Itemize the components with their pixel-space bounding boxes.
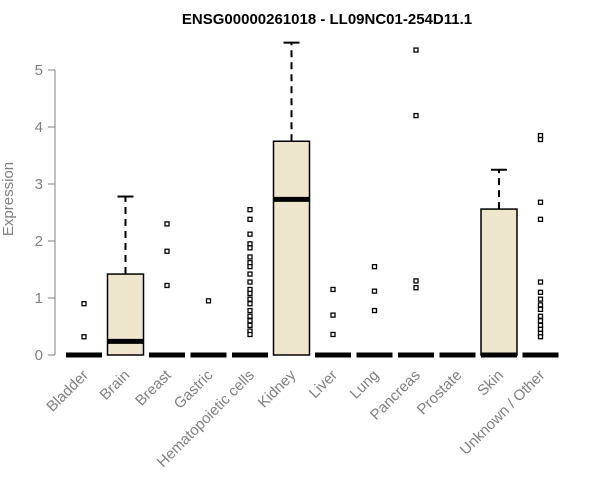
outlier-point: [330, 312, 336, 318]
y-tick-label: 1: [35, 290, 43, 307]
outlier-point: [330, 331, 336, 338]
outlier-point: [247, 301, 253, 307]
outlier-point: [537, 289, 544, 295]
outlier-point: [537, 199, 544, 205]
box-kidney: [272, 41, 311, 356]
outlier-point: [537, 313, 544, 319]
outlier-point: [247, 263, 253, 270]
x-tick-label: Prostate: [414, 367, 466, 419]
outlier-point: [537, 136, 544, 143]
outlier-point: [81, 301, 87, 307]
outlier-point: [371, 288, 378, 294]
box-skin: [480, 168, 518, 358]
outlier-point: [81, 334, 87, 340]
outlier-point: [247, 231, 253, 237]
outlier-point: [247, 307, 253, 314]
outlier-point: [371, 263, 378, 270]
x-tick-label: Brain: [97, 367, 134, 404]
x-tick-label: Liver: [306, 367, 341, 402]
chart-title: ENSG00000261018 - LL09NC01-254D11.1: [182, 11, 472, 28]
outlier-point: [537, 306, 544, 313]
box-body: [480, 208, 518, 356]
outlier-point: [247, 216, 253, 222]
y-tick-label: 3: [35, 176, 43, 193]
outlier-point: [247, 296, 253, 302]
outlier-point: [537, 302, 544, 308]
outlier-point: [537, 318, 544, 324]
outlier-point: [247, 271, 253, 277]
box-gastric: [190, 298, 227, 358]
box-pancreas: [398, 47, 434, 358]
x-tick-label: Kidney: [255, 366, 300, 411]
outlier-point: [247, 279, 253, 285]
outlier-point: [247, 290, 253, 297]
outlier-point: [413, 112, 419, 119]
outlier-point: [247, 245, 253, 251]
box-liver: [315, 286, 351, 358]
box-brain: [106, 195, 145, 356]
outlier-point: [247, 313, 253, 319]
y-tick-label: 5: [35, 62, 43, 79]
outlier-point: [537, 279, 544, 285]
box-breast: [149, 221, 185, 358]
box-series: [66, 41, 559, 358]
outlier-point: [247, 331, 253, 338]
box-lung: [356, 263, 393, 358]
outlier-point: [537, 216, 544, 222]
y-axis: 0 1 2 3 4 5: [35, 62, 56, 364]
outlier-point: [205, 298, 212, 304]
box-body: [272, 140, 311, 356]
outlier-point: [164, 282, 170, 289]
outlier-point: [247, 254, 253, 260]
x-tick-label: Breast: [132, 366, 175, 409]
y-tick-label: 4: [35, 119, 43, 136]
outlier-point: [413, 278, 419, 284]
box-hematopoietic-cells: [232, 206, 268, 358]
box-bladder: [66, 301, 102, 358]
outlier-point: [371, 307, 378, 314]
y-tick-label: 0: [35, 347, 43, 364]
outlier-point: [247, 318, 253, 324]
outlier-point: [537, 296, 544, 302]
y-tick-label: 2: [35, 233, 43, 250]
outlier-point: [413, 47, 419, 53]
outlier-point: [164, 221, 170, 227]
outlier-point: [247, 206, 253, 213]
box-unknown-other: [522, 132, 559, 358]
y-axis-label: Expression: [0, 162, 17, 236]
outlier-point: [247, 322, 253, 329]
x-tick-label: Skin: [474, 367, 507, 400]
outlier-point: [413, 285, 419, 291]
outlier-point: [537, 334, 544, 340]
outlier-point: [164, 248, 170, 254]
x-tick-label: Bladder: [43, 367, 92, 416]
x-tick-label: Lung: [347, 367, 383, 403]
outlier-point: [330, 286, 336, 293]
